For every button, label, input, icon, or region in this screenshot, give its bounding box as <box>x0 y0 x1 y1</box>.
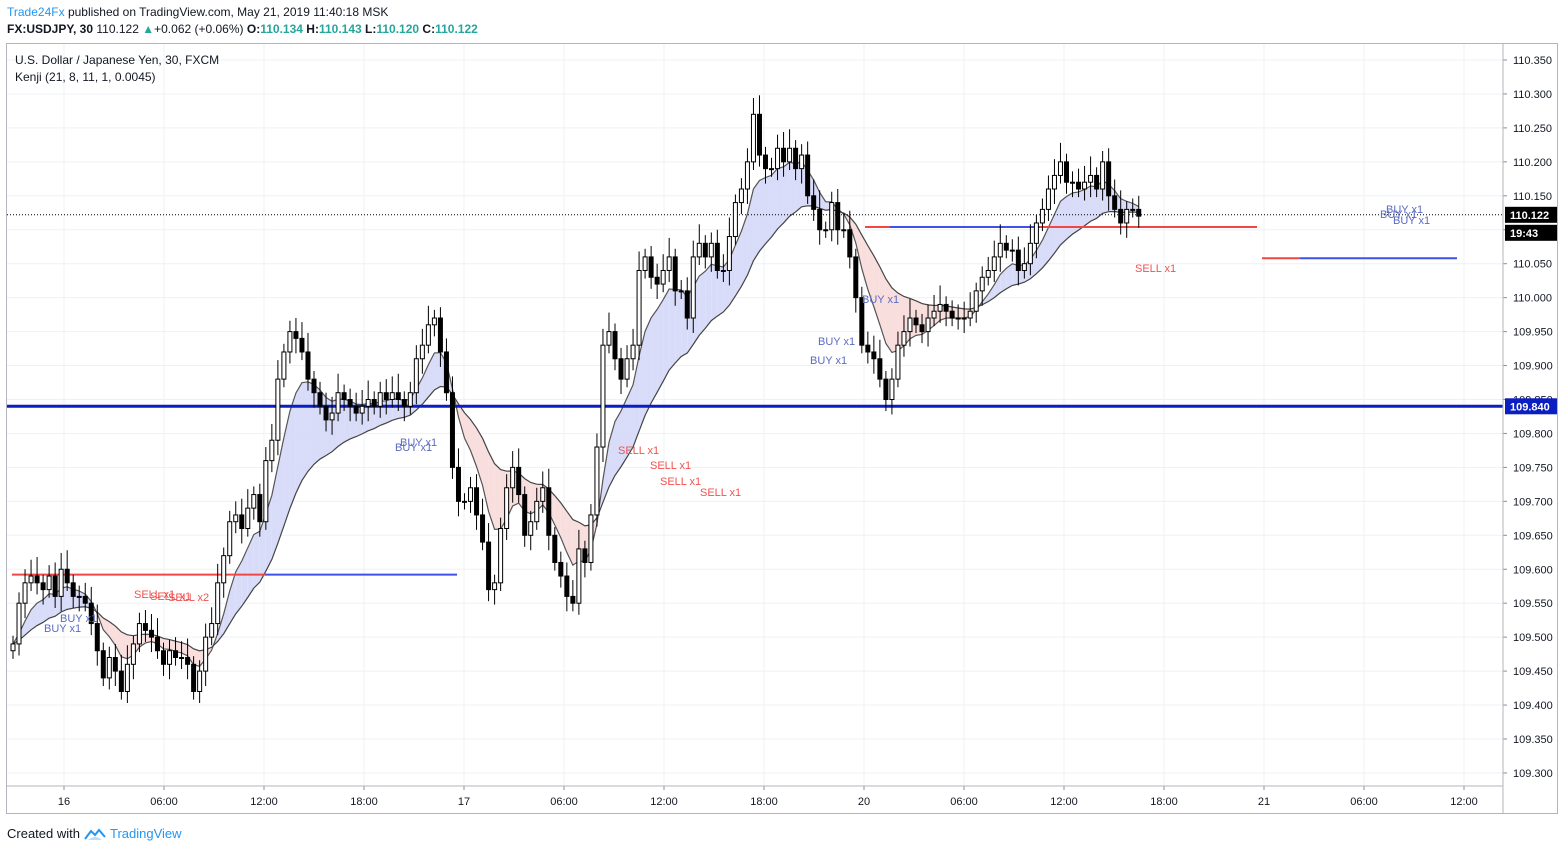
up-arrow-icon: ▲ <box>142 22 155 36</box>
legend-indicator[interactable]: Kenji (21, 8, 11, 1, 0.0045) <box>15 70 156 84</box>
change-value: +0.062 (+0.06%) <box>154 22 244 36</box>
publish-info: Trade24Fx published on TradingView.com, … <box>7 5 388 19</box>
footer: Created with TradingView <box>7 826 182 841</box>
low-label: L: <box>365 22 377 36</box>
tradingview-link[interactable]: TradingView <box>109 826 182 841</box>
high-value: 110.143 <box>318 22 362 36</box>
close-label: C: <box>422 22 436 36</box>
chart-frame[interactable] <box>6 43 1558 814</box>
last-price: 110.122 <box>96 22 139 36</box>
low-value: 110.120 <box>376 22 420 36</box>
ohlc-bar: FX:USDJPY, 30 110.122 ▲+0.062 (+0.06%) O… <box>7 22 478 36</box>
legend-title[interactable]: U.S. Dollar / Japanese Yen, 30, FXCM <box>15 53 220 67</box>
open-label: O: <box>246 22 261 36</box>
symbol-label[interactable]: FX:USDJPY, 30 <box>7 22 94 36</box>
published-text: published on TradingView.com, May 21, 20… <box>67 5 389 19</box>
created-with-label: Created with <box>7 826 80 841</box>
tradingview-logo-icon <box>84 827 106 840</box>
close-value: 110.122 <box>435 22 478 36</box>
publisher-link[interactable]: Trade24Fx <box>7 5 65 19</box>
open-value: 110.134 <box>260 22 303 36</box>
high-label: H: <box>306 22 319 36</box>
